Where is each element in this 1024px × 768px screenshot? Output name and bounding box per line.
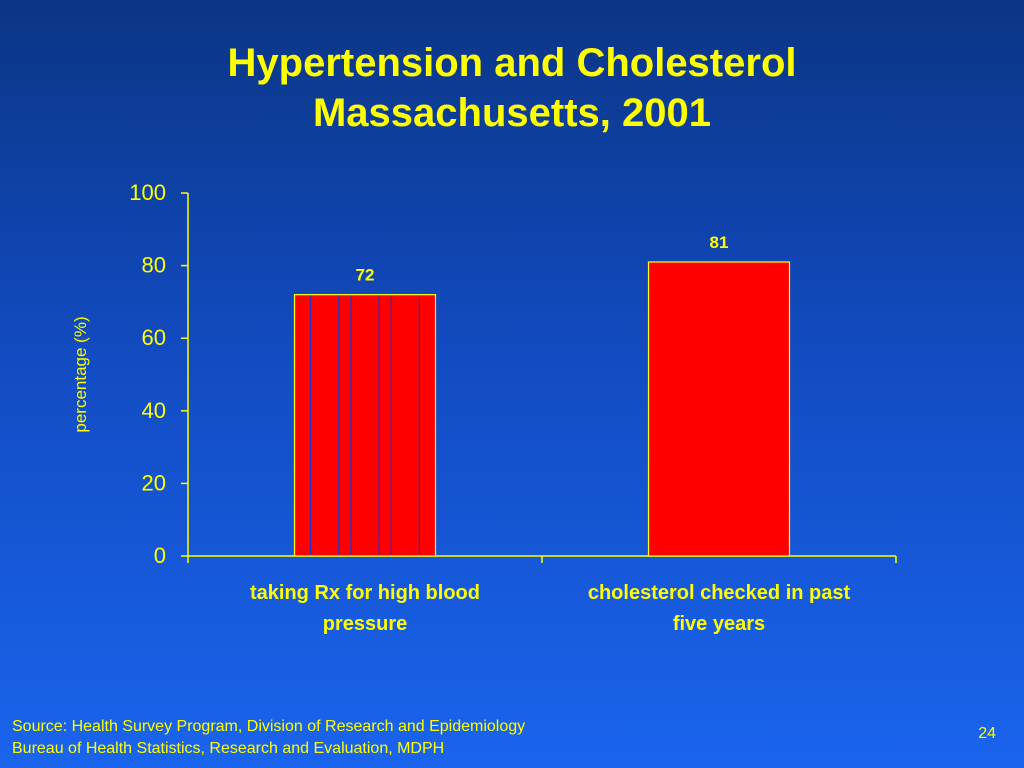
source-note: Source: Health Survey Program, Division …: [12, 716, 525, 760]
x-category-label: five years: [673, 613, 765, 635]
y-tick-label: 60: [142, 325, 166, 350]
y-axis-title: percentage (%): [71, 316, 90, 432]
y-tick-label: 0: [154, 543, 166, 568]
y-tick-label: 20: [142, 470, 166, 495]
x-category-label: taking Rx for high blood: [250, 582, 480, 604]
title-line-2: Massachusetts, 2001: [312, 91, 711, 135]
x-category-label: pressure: [323, 613, 408, 635]
data-label: 72: [356, 266, 375, 285]
source-line-1: Source: Health Survey Program, Division …: [12, 718, 526, 735]
page-number: 24: [978, 725, 996, 742]
source-line-2: Bureau of Health Statistics, Research an…: [12, 740, 445, 757]
slide-title: Hypertension and Cholesterol Massachuset…: [0, 38, 1024, 138]
y-tick-label: 100: [129, 180, 166, 205]
data-label: 81: [710, 233, 729, 252]
title-line-1: Hypertension and Cholesterol: [227, 41, 797, 85]
y-tick-label: 80: [142, 253, 166, 278]
bar: [293, 294, 437, 557]
x-category-label: cholesterol checked in past: [588, 582, 851, 604]
bar: [647, 261, 791, 557]
y-tick-label: 40: [142, 398, 166, 423]
